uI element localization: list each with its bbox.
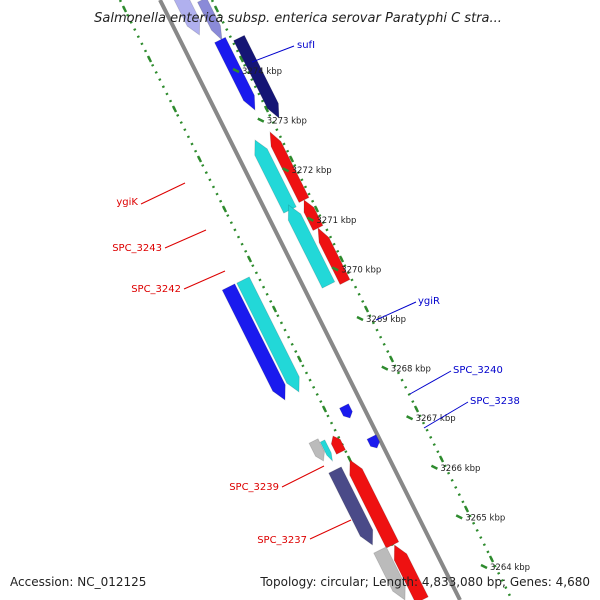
label-leader [409,370,452,395]
gene-label-left: SPC_3239 [229,482,279,493]
tick-mark [282,167,290,173]
gene-label-left: SPC_3243 [112,243,162,254]
gene-feature [287,204,336,289]
dotted-tracks [118,0,514,600]
track-dash [121,5,128,13]
tick-mark [331,266,339,272]
tick-label: 3266 kbp [440,464,480,474]
gene-feature [269,131,310,203]
gene-label-right: sufI [297,40,315,51]
track-dash [246,255,253,263]
gene-label-right: SPC_3238 [470,396,520,407]
gene-feature [393,544,429,600]
gene-label-right: ygiR [418,296,440,307]
gene-features [173,0,429,600]
gene-label-left: SPC_3242 [131,284,181,295]
tick-label: 3268 kbp [391,365,431,375]
genome-backbone [158,0,462,600]
gene-feature [254,139,297,214]
gene-feature [308,438,325,462]
tick-label: 3264 kbp [490,563,530,573]
track-dash [488,555,495,563]
track-dash [463,505,470,513]
label-leader [140,182,186,205]
tick-mark [480,563,488,570]
gene-feature [221,283,286,401]
label-leader [281,465,325,488]
tick-mark [381,365,389,371]
tick-mark [455,514,463,520]
gene-feature [319,439,334,463]
tick-mark [257,117,265,123]
gene-feature [214,36,256,111]
label-leader [309,519,352,540]
tick-mark [356,315,364,322]
map-title: Salmonella enterica subsp. enterica sero… [94,11,502,26]
track-dash [171,105,178,113]
gene-feature [328,466,374,546]
tick-label: 3269 kbp [366,315,406,325]
gene-feature [330,435,347,455]
track-dash [288,155,295,163]
summary-text: Topology: circular; Length: 4,833,080 bp… [259,575,590,589]
tick-label: 3270 kbp [341,265,381,275]
tick-label: 3265 kbp [465,513,505,523]
label-leader [251,45,295,63]
kbp-ticks: 3274 kbp 3273 kbp 3272 kbp 3271 kbp 3270 kbp… [232,67,530,573]
tick-mark [406,415,414,421]
gene-feature [196,0,223,42]
gene-feature [303,199,324,231]
label-leader [423,401,469,429]
gene-label-left: ygiK [116,197,138,208]
track-dash [196,155,203,163]
tick-label: 3267 kbp [416,414,456,424]
track-dash [271,305,278,313]
tick-mark [430,464,438,470]
track-dash [296,355,303,363]
gene-feature [236,276,300,393]
track-dash [388,355,395,363]
track-dash [263,105,270,113]
tick-label: 3273 kbp [267,117,307,127]
gene-labels: ygiK SPC_3243 SPC_3242 SPC_3239 SPC_3237 sufI… [112,40,520,546]
gene-feature [373,546,406,600]
gene-feature [317,227,351,285]
label-leader [164,229,207,249]
track-dash [146,55,153,63]
accession-text: Accession: NC_012125 [10,575,146,589]
track-dash [363,305,370,313]
gene-label-left: SPC_3237 [257,535,307,546]
label-leader [375,301,417,321]
track-dash [338,255,345,263]
track-dash [213,5,220,13]
tick-label: 3271 kbp [316,216,356,226]
tick-mark [306,216,314,222]
track-dash [438,455,445,463]
gene-feature [338,403,353,419]
tick-label: 3272 kbp [292,166,332,176]
gene-feature [233,34,280,119]
gene-feature [366,434,380,449]
gene-feature [349,459,400,549]
track-dash [313,205,320,213]
track-dash [413,405,420,413]
gene-label-right: SPC_3240 [453,365,503,376]
gene-feature [173,0,201,36]
label-leader [183,270,226,290]
track-dash [321,405,328,413]
track-dash [221,205,228,213]
track-dash [238,55,245,63]
tick-label: 3274 kbp [242,67,282,77]
tick-mark [232,67,240,74]
